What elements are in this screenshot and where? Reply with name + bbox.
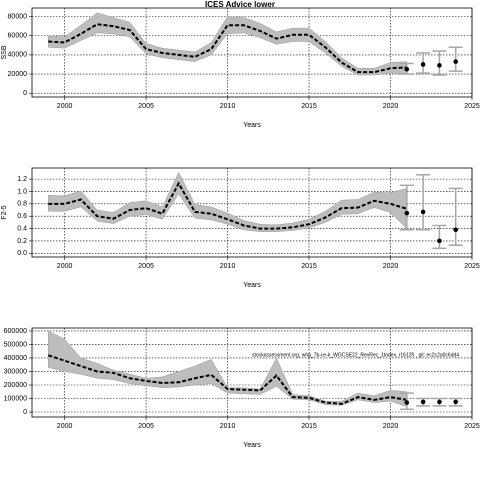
x-tick-label: 2020	[383, 263, 399, 270]
y-tick-label: 0	[23, 409, 27, 416]
y-tick-label: 0.0	[17, 250, 27, 257]
x-tick-label: 2000	[57, 103, 73, 110]
estimate-line	[47, 354, 407, 405]
y-tick-label: 60000	[8, 33, 28, 40]
x-axis-label: Years	[243, 442, 261, 449]
y-tick-label: 0.8	[17, 201, 27, 208]
y-tick-label: 20000	[8, 71, 28, 78]
y-tick-label: 100000	[4, 395, 27, 402]
forecast-point	[453, 59, 459, 64]
x-tick-label: 2005	[138, 423, 154, 430]
forecast-point	[404, 210, 410, 216]
y-tick-label: 0.4	[17, 225, 27, 232]
x-axis-label: Years	[243, 282, 261, 289]
x-tick-label: 2015	[301, 423, 317, 430]
y-tick-label: 1.0	[17, 188, 27, 195]
x-axis-label: Years	[243, 122, 261, 129]
estimate-line	[48, 23, 407, 74]
y-tick-label: 80000	[8, 13, 28, 20]
estimate-line	[48, 181, 408, 230]
x-tick-label: 2025	[464, 263, 480, 270]
y-tick-label: 40000	[8, 52, 28, 59]
forecast-point	[420, 62, 426, 67]
x-tick-label: 2005	[138, 103, 154, 110]
x-tick-label: 2015	[301, 263, 317, 270]
y-axis-label: SSB	[1, 45, 8, 59]
forecast-point	[437, 238, 442, 244]
x-tick-label: 2020	[383, 103, 399, 110]
x-tick-label: 2010	[220, 423, 236, 430]
forecast-point	[437, 63, 442, 68]
y-tick-label: 1.2	[17, 176, 27, 183]
y-tick-label: 200000	[4, 382, 27, 389]
forecast-point	[453, 399, 459, 405]
forecast-point	[404, 66, 410, 72]
annotation: stockassessment.org, whg_7b-ce-k_WGCSE22…	[252, 352, 459, 358]
plot-frame	[31, 327, 473, 418]
x-tick-label: 2000	[57, 423, 73, 430]
y-axis-label: F2-5	[1, 205, 8, 220]
y-tick-label: 600000	[4, 328, 27, 335]
forecast-point	[420, 399, 426, 405]
y-tick-label: 300000	[4, 368, 27, 375]
forecast-point	[437, 399, 442, 405]
forecast-point	[420, 209, 426, 215]
y-tick-label: 0.6	[17, 213, 27, 220]
x-tick-label: 2010	[220, 103, 236, 110]
x-tick-label: 2000	[57, 263, 73, 270]
x-tick-label: 2025	[464, 423, 480, 430]
x-tick-label: 2010	[220, 263, 236, 270]
y-tick-label: 400000	[4, 355, 27, 362]
y-tick-label: 0	[23, 90, 27, 97]
forecast-point	[404, 400, 410, 405]
chart-title: ICES Advice lower	[205, 0, 275, 9]
x-tick-label: 2015	[301, 103, 317, 110]
plot-frame	[31, 7, 473, 98]
y-tick-label: 500000	[4, 341, 27, 348]
x-tick-label: 2020	[383, 423, 399, 430]
forecast-point	[453, 227, 459, 233]
x-tick-label: 2005	[138, 263, 154, 270]
y-tick-label: 0.2	[17, 238, 27, 245]
x-tick-label: 2025	[464, 103, 480, 110]
plot-frame	[31, 167, 473, 258]
